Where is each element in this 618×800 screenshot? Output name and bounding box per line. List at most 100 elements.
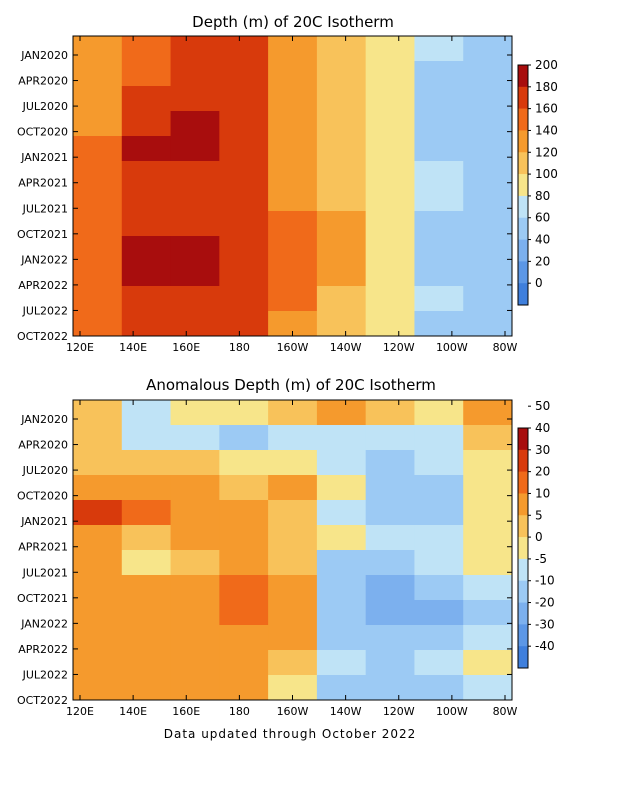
heatmap-cell — [73, 111, 123, 137]
colorbar-swatch — [518, 261, 528, 284]
heatmap-cell — [365, 475, 415, 501]
heatmap-cell — [268, 600, 318, 626]
heatmap-cell — [73, 86, 123, 112]
heatmap-cell — [219, 311, 269, 337]
x-tick-label: 120W — [383, 341, 415, 354]
depth-chart-title: Depth (m) of 20C Isotherm — [192, 13, 394, 31]
colorbar-label: 80 — [535, 189, 550, 203]
heatmap-cell — [365, 161, 415, 187]
x-tick-label: 100W — [436, 341, 468, 354]
heatmap-cell — [414, 600, 464, 626]
colorbar-label: 200 — [535, 58, 558, 72]
heatmap-cell — [268, 186, 318, 212]
heatmap-cell — [170, 650, 220, 676]
colorbar-swatch — [518, 65, 528, 88]
heatmap-cell — [170, 261, 220, 287]
heatmap-cell — [316, 425, 367, 451]
heatmap-cell — [73, 236, 123, 262]
heatmap-cell — [170, 61, 220, 87]
y-tick-label: OCT2021 — [17, 228, 68, 241]
colorbar-swatch — [518, 537, 528, 560]
heatmap-cell — [268, 86, 318, 112]
heatmap-cell — [73, 161, 123, 187]
heatmap-cell — [365, 211, 415, 237]
colorbar-swatch — [518, 428, 528, 451]
heatmap-cell — [73, 475, 123, 501]
colorbar-label: 5 — [535, 508, 543, 522]
heatmap-cell — [219, 600, 269, 626]
heatmap-cell — [463, 675, 513, 701]
x-tick-label: 140E — [119, 705, 147, 718]
heatmap-cell — [121, 36, 172, 62]
y-tick-label: OCT2022 — [17, 330, 68, 343]
heatmap-cell — [463, 211, 513, 237]
heatmap-cell — [73, 550, 123, 576]
heatmap-cell — [268, 625, 318, 651]
colorbar-label: 20 — [535, 465, 550, 479]
heatmap-cell — [365, 136, 415, 162]
heatmap-cell — [219, 400, 269, 426]
x-tick-label: 140W — [330, 705, 362, 718]
heatmap-cell — [414, 186, 464, 212]
heatmap-cell — [121, 261, 172, 287]
colorbar-swatch — [518, 624, 528, 647]
y-tick-label: JUL2021 — [22, 202, 68, 215]
heatmap-cell — [121, 450, 172, 476]
heatmap-cell — [73, 425, 123, 451]
heatmap-cell — [268, 475, 318, 501]
heatmap-cell — [219, 525, 269, 551]
heatmap-cell — [170, 136, 220, 162]
colorbar-swatch — [518, 239, 528, 262]
colorbar-swatch — [518, 130, 528, 153]
heatmap-cell — [414, 311, 464, 337]
colorbar-label: 160 — [535, 102, 558, 116]
heatmap-cell — [219, 136, 269, 162]
colorbar-label: -40 — [535, 639, 555, 653]
heatmap-cell — [414, 261, 464, 287]
heatmap-cell — [463, 575, 513, 601]
heatmap-cell — [463, 286, 513, 312]
heatmap-cell — [170, 550, 220, 576]
depth-colorbar: 0 20 40 60 80 100 120 140 160 180 200 — [517, 58, 558, 306]
colorbar-label: -20 — [535, 596, 555, 610]
heatmap-cell — [414, 550, 464, 576]
heatmap-cell — [316, 61, 367, 87]
heatmap-cell — [463, 36, 513, 62]
heatmap-cell — [73, 675, 123, 701]
heatmap-cell — [316, 675, 367, 701]
heatmap-cell — [268, 550, 318, 576]
heatmap-cell — [316, 400, 367, 426]
heatmap-cell — [73, 61, 123, 87]
x-tick-label: 160W — [277, 705, 309, 718]
heatmap-cell — [268, 575, 318, 601]
colorbar-label: 60 — [535, 211, 550, 225]
heatmap-cell — [219, 111, 269, 137]
heatmap-cell — [170, 211, 220, 237]
x-tick-label: 120W — [383, 705, 415, 718]
colorbar-label: 0 — [535, 276, 543, 290]
heatmap-cell — [414, 61, 464, 87]
y-tick-label: JUL2020 — [22, 464, 68, 477]
heatmap-cell — [316, 500, 367, 526]
colorbar-swatch — [518, 217, 528, 240]
colorbar-label: 20 — [535, 254, 550, 268]
heatmap-cell — [414, 525, 464, 551]
heatmap-cell — [316, 625, 367, 651]
heatmap-cell — [170, 425, 220, 451]
colorbar-label: 120 — [535, 145, 558, 159]
heatmap-cell — [121, 475, 172, 501]
heatmap-cell — [365, 525, 415, 551]
heatmap-cell — [268, 650, 318, 676]
heatmap-cell — [170, 575, 220, 601]
heatmap-cell — [268, 111, 318, 137]
colorbar-label: 140 — [535, 123, 558, 137]
y-tick-label: APR2021 — [18, 541, 68, 554]
heatmap-cell — [268, 211, 318, 237]
x-tick-label: 140E — [119, 341, 147, 354]
x-tick-label: 120E — [66, 341, 94, 354]
heatmap-cell — [463, 650, 513, 676]
y-tick-label: OCT2020 — [17, 126, 68, 139]
colorbar-label: 50 — [535, 399, 550, 413]
colorbar-label: 40 — [535, 233, 550, 247]
